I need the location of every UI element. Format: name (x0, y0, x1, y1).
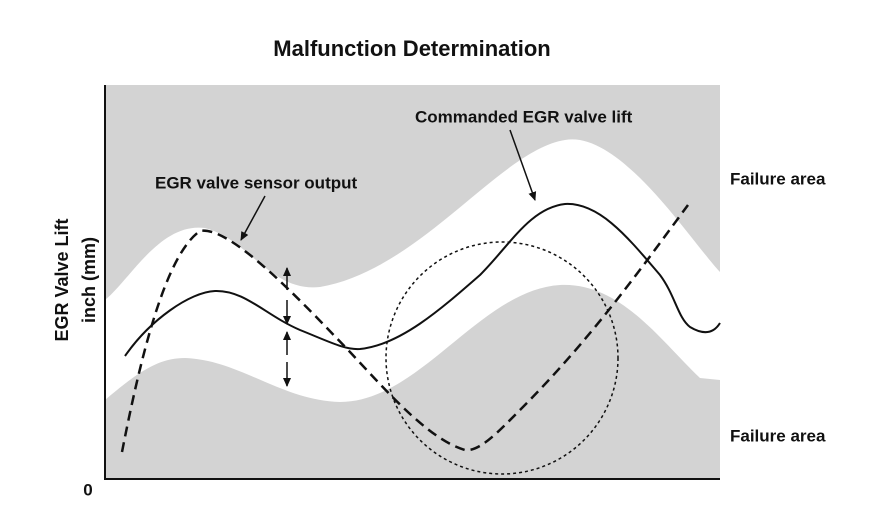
commanded-lift-curve (124, 202, 721, 357)
lower-failure-area (105, 284, 720, 478)
sensor-label: EGR valve sensor output (155, 173, 357, 192)
sensor-output-curve (120, 204, 690, 453)
commanded-pointer (509, 129, 537, 201)
upper-failure-area (105, 85, 720, 300)
commanded-label: Commanded EGR valve lift (415, 107, 633, 126)
upper-region-label: Failure area (730, 169, 826, 188)
origin-label: 0 (83, 480, 92, 499)
lower-region-label: Failure area (730, 426, 826, 445)
sensor-pointer (240, 195, 266, 241)
y-axis-label: inch (mm) (79, 237, 99, 323)
y-axis-label: EGR Valve Lift (52, 218, 72, 341)
dotted-circle (385, 241, 619, 475)
title: Malfunction Determination (273, 36, 550, 61)
